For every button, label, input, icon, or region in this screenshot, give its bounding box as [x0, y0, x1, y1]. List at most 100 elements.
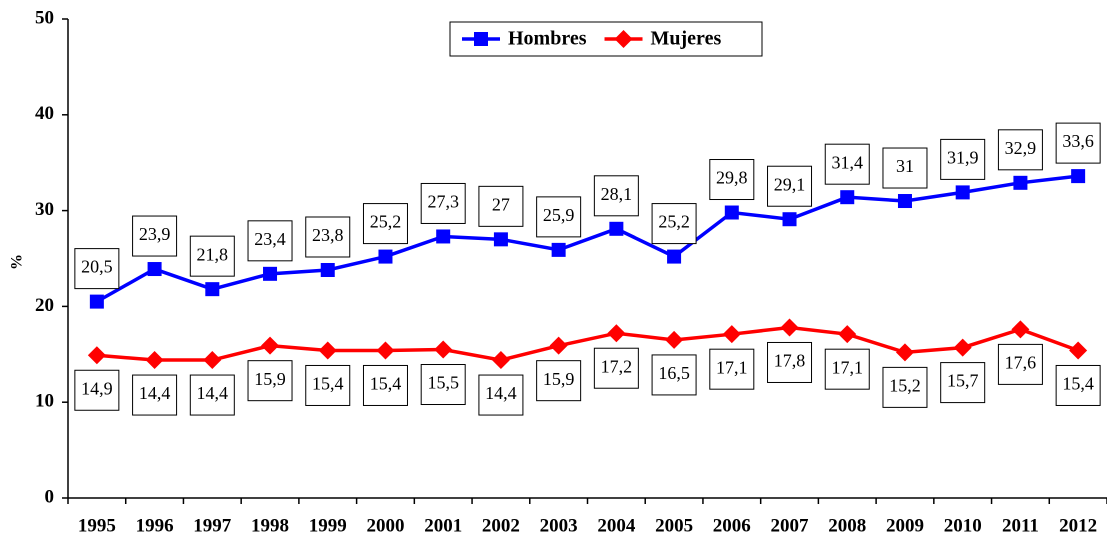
data-point: [840, 190, 855, 205]
data-label-box: [824, 143, 870, 185]
x-tick-label: 1997: [193, 515, 232, 536]
data-point: [261, 336, 280, 355]
x-tick-label: 2010: [944, 515, 982, 536]
data-label: 15,4: [370, 374, 402, 394]
data-label: 25,2: [658, 212, 690, 232]
data-label-box: [420, 182, 466, 224]
data-label: 15,7: [947, 371, 979, 391]
data-label: 15,4: [1062, 374, 1094, 394]
data-label-box: [362, 364, 408, 406]
y-tick-label: 10: [35, 391, 54, 412]
data-label-box: [247, 220, 293, 262]
data-point: [667, 249, 682, 264]
data-point: [263, 266, 278, 281]
data-label-box: [593, 175, 639, 217]
data-label-box: [420, 364, 466, 406]
data-point: [955, 185, 970, 200]
x-tick-label: 1996: [136, 515, 174, 536]
y-tick-label: 0: [45, 486, 55, 507]
data-label: 23,8: [312, 225, 344, 245]
data-label: 29,1: [774, 174, 806, 194]
x-tick-label: 2000: [366, 515, 404, 536]
data-point: [1011, 320, 1030, 339]
data-point: [782, 212, 797, 227]
data-point: [318, 341, 337, 360]
x-tick-label: 1995: [78, 515, 116, 536]
x-tick-label: 2005: [655, 515, 693, 536]
data-point: [838, 325, 857, 344]
data-label-box: [882, 366, 928, 408]
data-label-box: [132, 215, 178, 257]
data-point: [607, 324, 626, 343]
data-label-box: [74, 369, 120, 411]
data-label: 23,4: [254, 229, 286, 249]
data-label: 15,4: [312, 374, 344, 394]
data-label-box: [882, 147, 928, 189]
data-label-box: [478, 185, 524, 227]
data-label-box: [651, 354, 697, 396]
x-tick-label: 1998: [251, 515, 289, 536]
data-label-box: [940, 138, 986, 180]
series-line: [96, 174, 1079, 304]
data-label: 14,4: [485, 383, 517, 403]
data-label-box: [247, 360, 293, 402]
data-label-box: [536, 360, 582, 402]
data-label: 17,6: [1005, 353, 1037, 373]
data-label: 33,6: [1062, 131, 1094, 151]
data-label: 25,9: [543, 205, 575, 225]
data-label-box: [593, 347, 639, 389]
x-tick-label: 2003: [540, 515, 578, 536]
data-label: 29,8: [716, 168, 748, 188]
legend-marker: [474, 32, 488, 46]
data-label: 16,5: [658, 363, 690, 383]
x-tick-label: 2004: [597, 515, 636, 536]
data-point: [87, 346, 106, 365]
data-label-box: [189, 235, 235, 277]
data-label-box: [709, 159, 755, 201]
y-tick-label: 20: [35, 295, 54, 316]
data-label: 14,4: [197, 383, 229, 403]
data-point: [551, 242, 566, 257]
x-tick-label: 2002: [482, 515, 520, 536]
data-point: [780, 318, 799, 337]
data-point: [549, 336, 568, 355]
data-point: [665, 330, 684, 349]
data-label-box: [189, 374, 235, 416]
x-tick-label: 2006: [713, 515, 751, 536]
data-label: 14,9: [81, 378, 113, 398]
data-label-box: [305, 216, 351, 258]
legend-marker: [614, 30, 633, 48]
data-label-box: [132, 374, 178, 416]
data-label: 27,3: [427, 192, 459, 212]
data-point: [147, 262, 162, 277]
x-tick-label: 2008: [828, 515, 866, 536]
x-tick-label: 2012: [1059, 515, 1097, 536]
data-label-box: [651, 203, 697, 245]
x-tick-label: 1999: [309, 515, 347, 536]
data-point: [897, 194, 912, 209]
data-label: 15,9: [543, 369, 575, 389]
data-label: 17,8: [774, 351, 806, 371]
data-point: [724, 205, 739, 220]
data-point: [436, 229, 451, 244]
data-label-box: [362, 203, 408, 245]
series-line: [96, 325, 1079, 362]
data-point: [378, 249, 393, 264]
data-label: 31: [896, 156, 914, 176]
data-label-box: [940, 362, 986, 404]
data-label-box: [74, 248, 120, 290]
data-label: 17,1: [716, 357, 748, 377]
x-tick-label: 2001: [424, 515, 462, 536]
data-label-box: [824, 348, 870, 390]
data-point: [1069, 341, 1088, 360]
data-label: 31,9: [947, 148, 979, 168]
y-tick-label: 30: [35, 199, 54, 220]
legend-label: Mujeres: [651, 28, 722, 50]
data-label: 21,8: [197, 244, 229, 264]
data-point: [205, 282, 220, 297]
data-label: 25,2: [370, 212, 402, 232]
data-label-box: [767, 341, 813, 383]
data-label-box: [709, 348, 755, 390]
data-point: [953, 338, 972, 357]
data-label: 15,5: [427, 373, 459, 393]
